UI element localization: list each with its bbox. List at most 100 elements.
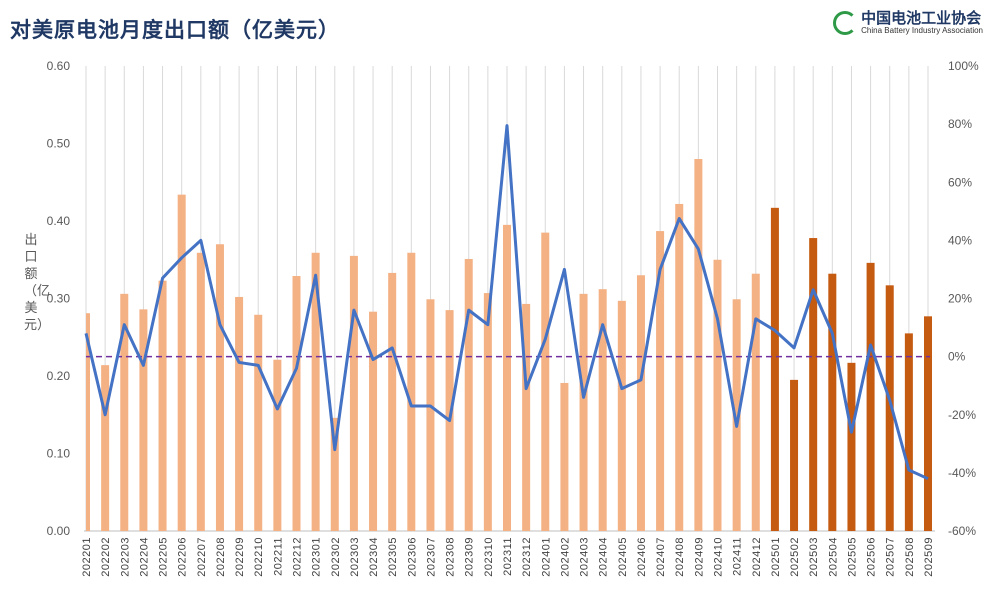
bar-202210 [254,314,263,531]
y-tick-label: 0.20 [47,369,71,383]
bar-202202 [101,365,110,531]
bar-202201 [86,313,90,531]
y-tick-label: 0.10 [47,447,71,461]
logo-cn-text: 中国电池工业协会 [861,9,982,27]
bar-202412 [751,273,760,531]
x-tick-label: 202302 [330,537,342,577]
x-tick-label: 202304 [368,537,380,577]
bar-202402 [560,382,569,531]
y2-tick-label: -20% [948,408,976,422]
x-tick-label: 202208 [215,537,227,577]
bar-202507 [885,285,894,531]
x-tick-label: 202507 [885,537,897,577]
x-tick-label: 202412 [751,537,763,577]
y2-tick-label: 20% [948,292,972,306]
y2-tick-label: 0% [948,350,966,364]
x-tick-label: 202505 [846,537,858,577]
x-tick-label: 202408 [674,537,686,577]
x-tick-label: 202509 [923,537,935,577]
x-tick-label: 202212 [292,537,304,577]
bar-202502 [790,379,799,531]
bar-202509 [924,316,932,531]
bar-202506 [866,262,875,531]
bar-202407 [656,231,665,531]
x-tick-label: 202305 [387,537,399,577]
logo-en-text: China Battery Industry Association [861,26,983,35]
bar-202208 [215,244,224,531]
bar-202307 [426,299,435,531]
x-tick-label: 202401 [540,537,552,577]
x-tick-label: 202406 [636,537,648,577]
bar-202501 [770,207,779,531]
bar-202303 [349,255,358,531]
bar-202302 [330,417,339,531]
bar-202406 [636,275,645,531]
bar-202306 [407,252,416,531]
bar-202203 [120,293,129,531]
x-tick-label: 202501 [770,537,782,577]
y2-tick-label: 60% [948,175,972,189]
x-tick-label: 202206 [177,537,189,577]
bar-202310 [483,293,492,531]
x-tick-label: 202308 [445,537,457,577]
bar-202411 [732,299,741,531]
bar-202505 [847,362,856,531]
x-tick-label: 202506 [866,537,878,577]
association-logo: 中国电池工业协会 China Battery Industry Associat… [833,10,983,36]
x-tick-label: 202307 [425,537,437,577]
bar-202309 [464,258,473,531]
bar-202401 [541,232,550,531]
bar-202409 [694,159,703,531]
x-tick-label: 202407 [655,537,667,577]
y-tick-label: 0.00 [47,524,71,538]
y-tick-label: 0.60 [47,59,71,73]
x-tick-label: 202209 [234,537,246,577]
x-tick-label: 202309 [464,537,476,577]
x-tick-label: 202207 [196,537,208,577]
bar-202305 [388,272,397,531]
x-tick-label: 202502 [789,537,801,577]
bar-202211 [273,359,282,531]
bar-202301 [311,252,320,531]
x-tick-label: 202411 [732,537,744,576]
bar-202204 [139,309,148,531]
bar-202311 [503,224,511,531]
bar-202405 [617,300,626,531]
logo-icon [833,11,858,35]
bar-202207 [196,252,205,531]
chart-title: 对美原电池月度出口额（亿美元） [10,18,340,42]
x-tick-label: 202405 [617,537,629,577]
x-tick-label: 202402 [559,537,571,577]
x-tick-label: 202310 [483,537,495,577]
x-tick-label: 202205 [158,537,170,577]
y2-tick-label: -40% [948,466,976,480]
x-tick-label: 202311 [502,537,514,576]
bar-202304 [369,311,378,531]
x-tick-label: 202303 [349,537,361,577]
bar-202403 [579,293,588,531]
x-tick-label: 202312 [521,537,533,577]
x-tick-label: 202508 [904,537,916,577]
x-tick-label: 202403 [579,537,591,577]
y2-tick-label: 40% [948,233,972,247]
y2-tick-label: 100% [948,59,979,73]
bar-202503 [809,238,818,532]
x-tick-label: 202203 [119,537,131,577]
x-tick-label: 202202 [100,537,112,577]
y-tick-label: 0.30 [47,292,71,306]
bar-202508 [904,333,913,531]
x-tick-label: 202306 [406,537,418,577]
bar-202212 [292,276,301,531]
x-tick-label: 202211 [272,537,284,576]
y2-tick-label: 80% [948,117,972,131]
x-tick-label: 202301 [311,537,323,577]
x-tick-label: 202503 [808,537,820,577]
bar-202205 [158,280,167,531]
x-tick-label: 202404 [598,537,610,577]
x-tick-label: 202204 [138,537,150,577]
bar-202408 [675,203,684,531]
bar-202209 [235,296,244,531]
bar-202404 [598,289,607,531]
y-tick-label: 0.50 [47,137,71,151]
